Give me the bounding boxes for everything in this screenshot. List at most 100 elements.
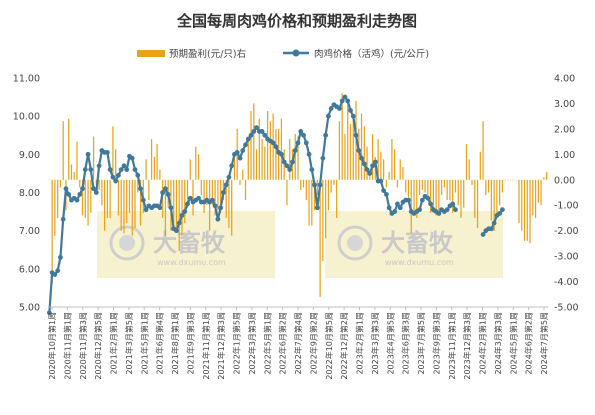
profit-bar (510, 179, 512, 181)
profit-bar (300, 179, 302, 190)
profit-bar (286, 179, 288, 206)
price-point (132, 167, 138, 173)
price-point (281, 159, 287, 165)
profit-bar (181, 179, 183, 236)
profit-bar (432, 179, 434, 213)
profit-bar (441, 179, 443, 196)
profit-bar (145, 159, 147, 180)
price-point (229, 163, 235, 169)
price-point (367, 171, 373, 176)
x-tick-label: 2023年12月第3周 (462, 312, 472, 380)
profit-bar (305, 179, 307, 201)
profit-bar (446, 179, 448, 201)
price-point (107, 167, 113, 173)
price-point (58, 254, 63, 260)
profit-bar (101, 179, 103, 206)
watermark-url: www.dxumu.com (385, 258, 454, 267)
x-tick-label: 2022年3月第3周 (247, 312, 257, 375)
price-point (226, 174, 232, 180)
profit-bar (537, 179, 539, 203)
x-tick-label: 2024年3月第3周 (493, 312, 503, 375)
profit-bar (308, 179, 310, 226)
price-point (46, 310, 52, 316)
price-point (124, 167, 130, 173)
profit-bar (242, 169, 244, 180)
profit-bar (366, 146, 368, 180)
x-tick-label: 2022年6月第2周 (278, 312, 288, 375)
y-left-tick: 10.00 (13, 112, 40, 123)
price-point (160, 190, 166, 195)
price-point (395, 201, 400, 207)
profit-bar (150, 139, 153, 180)
profit-bar (452, 179, 454, 213)
profit-bar (523, 179, 526, 241)
profit-bar (363, 126, 365, 180)
price-point (96, 163, 102, 169)
x-tick-label: 2022年9月第2周 (308, 312, 318, 375)
profit-bar (90, 179, 92, 213)
price-point (488, 226, 494, 232)
price-point (298, 129, 304, 134)
profit-bar (148, 179, 150, 201)
price-point (138, 186, 143, 192)
price-point (287, 167, 293, 173)
price-point (80, 186, 85, 192)
profit-bar (48, 179, 50, 181)
profit-bar (112, 126, 114, 180)
profit-bar (501, 179, 504, 193)
y-right-tick: -4.00 (554, 277, 579, 288)
profit-bar (407, 179, 410, 198)
profit-bar (208, 179, 211, 231)
profit-bar (272, 113, 274, 180)
profit-bar (499, 179, 501, 206)
price-line (46, 94, 505, 316)
profit-bar (153, 156, 155, 180)
y-left-tick: 6.00 (19, 264, 40, 275)
price-point (93, 190, 99, 195)
profit-bar (175, 179, 178, 231)
price-point (215, 216, 221, 222)
profit-bar (485, 179, 487, 196)
price-point (82, 167, 88, 173)
y-right-tick: 1.00 (554, 150, 575, 161)
profit-bar (192, 179, 194, 216)
price-point (187, 195, 193, 201)
profit-bar (546, 172, 548, 180)
price-point (259, 129, 265, 134)
profit-bar (490, 179, 492, 221)
profit-bar (275, 128, 277, 180)
axes: 5.00 6.00 7.00 8.00 9.00 10.00 11.00 -5.00 -4.00… (13, 74, 579, 380)
price-point (196, 195, 201, 201)
profit-bar (200, 179, 202, 196)
price-point (104, 150, 110, 155)
profit-bar (225, 179, 227, 218)
x-tick-label: 2023年11月第1周 (447, 312, 457, 380)
profit-bar (162, 179, 164, 218)
price-point (279, 151, 284, 157)
x-tick-label: 2020年12月第5周 (93, 312, 103, 380)
x-tick-label: 2021年8月第1周 (170, 312, 180, 375)
profit-bar (358, 128, 360, 180)
price-point (174, 228, 179, 234)
y-right-tick: 0.00 (554, 175, 575, 186)
profit-bar (115, 149, 117, 180)
profit-bar (76, 141, 78, 180)
price-point (356, 148, 362, 153)
profit-bar (311, 179, 313, 226)
price-point (320, 155, 326, 161)
profit-bar (137, 179, 139, 193)
profit-bar (518, 179, 520, 224)
price-point (77, 192, 83, 197)
profit-bar (184, 179, 186, 224)
y-right-tick: -5.00 (554, 303, 579, 314)
x-tick-label: 2022年5月第1周 (262, 312, 272, 375)
profit-bar (189, 159, 191, 180)
price-point (63, 186, 69, 192)
profit-bar (81, 179, 84, 216)
profit-bar (214, 179, 216, 216)
price-point (140, 197, 146, 203)
profit-bar (264, 146, 266, 180)
watermark-logo-dot (119, 235, 135, 251)
price-point (182, 209, 188, 214)
